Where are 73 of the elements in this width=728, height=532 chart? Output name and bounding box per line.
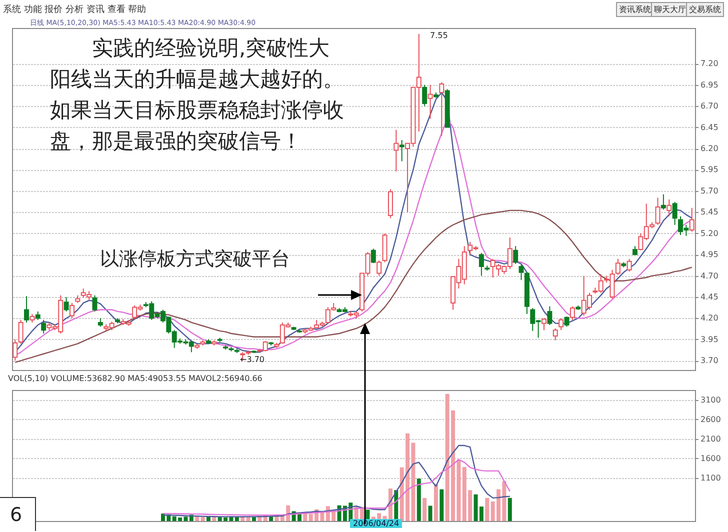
candlestick <box>666 198 672 217</box>
bar <box>508 498 512 521</box>
annotation: 实践的经验说明,突破性大阳线当天的升幅是越大越好的。如果当天目标股票稳稳封涨停收盘，那是最强的突破信号！ <box>50 35 345 155</box>
y-tick-label: 4.70 <box>700 271 718 280</box>
y-tick-label: 3100 <box>700 395 721 404</box>
text: VOL(5,10) VOLUME:53682.90 MA5:49053.55 MAVOL2:56940.66 <box>8 374 262 383</box>
candlestick <box>64 296 69 312</box>
bar <box>422 498 427 521</box>
candlestick <box>70 302 74 319</box>
line-series <box>162 444 510 518</box>
candlestick <box>388 188 393 219</box>
text: 聊天大厅 <box>651 2 689 17</box>
y-tick-label: 5.20 <box>700 228 718 238</box>
y-tick-label: 5.95 <box>700 165 718 174</box>
candlestick <box>564 316 570 328</box>
candlestick <box>422 84 428 107</box>
y-tick-label: 6.45 <box>700 122 718 132</box>
candlestick <box>558 318 564 331</box>
candlestick <box>478 252 484 276</box>
bar <box>440 489 444 521</box>
annotation: ←3.70 <box>240 355 265 364</box>
y-tick-label: 1100 <box>700 473 721 482</box>
text: 系统 功能 报价 分析 资讯 查看 帮助 <box>3 4 146 16</box>
candlestick <box>689 207 694 232</box>
candlestick <box>547 306 552 326</box>
text: 资讯系统 <box>616 2 654 17</box>
candlestick <box>12 338 18 362</box>
bar <box>195 516 200 521</box>
y-tick-label: 6.95 <box>700 80 718 90</box>
y-tick-label: 3.70 <box>700 356 718 366</box>
y-tick-label: 6.70 <box>700 102 718 111</box>
candlestick <box>552 328 558 341</box>
line-series <box>14 210 692 363</box>
candlestick <box>24 296 29 323</box>
y-tick-label: 4.95 <box>700 250 718 260</box>
candlestick <box>660 194 666 210</box>
y-tick-label: 6.20 <box>700 144 718 154</box>
annotation: 7.55 <box>430 31 448 40</box>
bar <box>434 484 438 521</box>
y-tick-label: 7.20 <box>700 59 718 68</box>
candlestick <box>518 264 524 281</box>
candlestick <box>394 129 399 172</box>
bar <box>200 517 205 521</box>
y-tick-label: 2100 <box>700 434 721 444</box>
candlestick <box>376 260 382 276</box>
line-series <box>162 459 510 516</box>
annotation: 2006/04/24 <box>350 519 402 528</box>
candlestick <box>18 319 24 344</box>
bar <box>274 516 279 521</box>
annotation: 以涨停板方式突破平台 <box>100 247 290 272</box>
candlestick <box>41 319 46 334</box>
y-tick-label: 1600 <box>700 454 721 463</box>
y-tick-label: 5.70 <box>700 186 718 196</box>
annotation: 6 <box>0 497 36 531</box>
candlestick <box>570 306 575 320</box>
candlestick <box>370 248 376 264</box>
candlestick <box>439 82 444 136</box>
text: 交易系统 <box>686 2 724 17</box>
y-tick-label: 3.95 <box>700 334 718 344</box>
y-tick-label: 4.20 <box>700 314 718 323</box>
candlestick <box>626 258 632 272</box>
candlestick <box>655 197 660 226</box>
bar <box>416 478 421 521</box>
candlestick <box>513 246 518 264</box>
bar <box>428 506 432 521</box>
y-tick-label: 5.45 <box>700 208 718 217</box>
candlestick <box>428 84 433 120</box>
bar <box>485 498 490 521</box>
y-tick-label: 4.45 <box>700 292 718 302</box>
candlestick <box>399 140 404 162</box>
y-tick-label: 2600 <box>700 414 721 424</box>
candlestick <box>542 318 546 331</box>
candlestick <box>672 201 678 226</box>
